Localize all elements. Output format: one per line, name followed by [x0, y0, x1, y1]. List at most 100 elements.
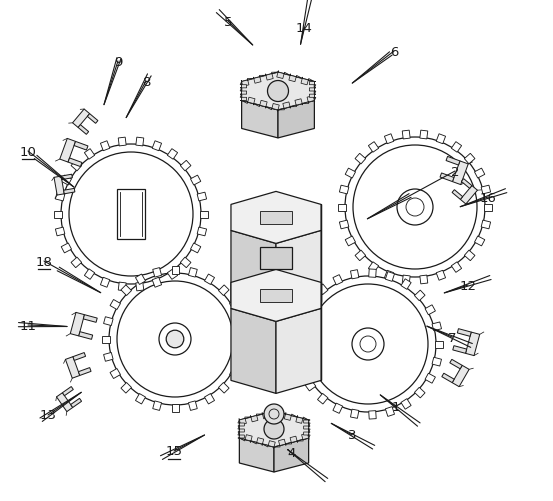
Text: 13: 13 — [39, 409, 56, 422]
Polygon shape — [340, 220, 349, 229]
Polygon shape — [290, 100, 302, 108]
Polygon shape — [239, 438, 274, 472]
Polygon shape — [70, 313, 85, 336]
Polygon shape — [293, 349, 302, 357]
Polygon shape — [54, 177, 64, 196]
Polygon shape — [218, 286, 229, 296]
Polygon shape — [333, 275, 343, 285]
Bar — [117, 189, 145, 239]
Polygon shape — [229, 300, 240, 310]
Text: 5: 5 — [224, 16, 232, 29]
Polygon shape — [197, 193, 207, 201]
Polygon shape — [84, 315, 97, 323]
Polygon shape — [71, 258, 82, 268]
Polygon shape — [61, 175, 72, 180]
Polygon shape — [85, 269, 95, 280]
Bar — [260, 247, 292, 270]
Polygon shape — [241, 79, 254, 87]
Polygon shape — [304, 432, 310, 438]
Polygon shape — [239, 417, 251, 425]
Polygon shape — [238, 426, 244, 432]
Polygon shape — [297, 433, 309, 441]
Polygon shape — [425, 305, 435, 315]
Polygon shape — [110, 300, 121, 310]
Text: 8: 8 — [142, 75, 150, 88]
Polygon shape — [205, 394, 215, 404]
Polygon shape — [351, 409, 359, 418]
Polygon shape — [253, 76, 266, 84]
Polygon shape — [402, 131, 410, 140]
Polygon shape — [317, 394, 328, 404]
Polygon shape — [229, 369, 240, 379]
Polygon shape — [260, 289, 291, 302]
Polygon shape — [251, 414, 263, 422]
Circle shape — [268, 81, 289, 102]
Polygon shape — [189, 401, 197, 411]
Text: 1: 1 — [392, 401, 400, 414]
Polygon shape — [190, 176, 201, 186]
Polygon shape — [466, 333, 479, 356]
Polygon shape — [121, 383, 132, 393]
Polygon shape — [136, 283, 144, 291]
Polygon shape — [168, 269, 178, 280]
Polygon shape — [266, 104, 279, 112]
Polygon shape — [435, 341, 443, 348]
Polygon shape — [351, 270, 359, 279]
Polygon shape — [242, 101, 278, 139]
Polygon shape — [231, 231, 276, 316]
Polygon shape — [180, 258, 191, 268]
Polygon shape — [345, 169, 356, 179]
Polygon shape — [420, 131, 428, 140]
Polygon shape — [242, 73, 314, 111]
Polygon shape — [101, 141, 110, 151]
Polygon shape — [251, 438, 264, 445]
Polygon shape — [355, 250, 366, 261]
Polygon shape — [355, 154, 366, 164]
Polygon shape — [121, 286, 132, 296]
Polygon shape — [333, 403, 343, 413]
Polygon shape — [168, 149, 178, 160]
Polygon shape — [384, 134, 394, 144]
Polygon shape — [56, 393, 73, 412]
Text: 14: 14 — [295, 22, 312, 35]
Polygon shape — [135, 275, 145, 285]
Polygon shape — [71, 398, 82, 408]
Polygon shape — [278, 101, 314, 139]
Polygon shape — [481, 186, 491, 194]
Text: 3: 3 — [348, 429, 356, 441]
Circle shape — [337, 130, 493, 286]
Polygon shape — [153, 401, 161, 411]
Polygon shape — [309, 95, 316, 101]
Text: 15: 15 — [165, 444, 182, 457]
Circle shape — [166, 331, 184, 348]
Polygon shape — [190, 243, 201, 254]
Polygon shape — [369, 270, 376, 278]
Polygon shape — [197, 227, 207, 236]
Polygon shape — [238, 432, 244, 438]
Polygon shape — [71, 161, 82, 171]
Polygon shape — [384, 271, 394, 281]
Polygon shape — [242, 98, 255, 106]
Text: 6: 6 — [390, 46, 398, 59]
Polygon shape — [317, 285, 328, 295]
Polygon shape — [239, 435, 252, 442]
Polygon shape — [74, 142, 88, 151]
Polygon shape — [442, 373, 454, 383]
Polygon shape — [231, 192, 321, 244]
Polygon shape — [289, 75, 302, 83]
Text: 4: 4 — [288, 446, 296, 459]
Polygon shape — [452, 366, 469, 387]
Polygon shape — [239, 411, 309, 447]
Polygon shape — [87, 114, 98, 124]
Text: 2: 2 — [451, 165, 459, 178]
Polygon shape — [340, 186, 349, 194]
Circle shape — [101, 266, 249, 413]
Circle shape — [264, 404, 284, 424]
Polygon shape — [293, 332, 302, 339]
Polygon shape — [368, 263, 379, 273]
Polygon shape — [452, 162, 468, 185]
Polygon shape — [231, 270, 321, 322]
Polygon shape — [218, 383, 229, 393]
Polygon shape — [484, 204, 492, 211]
Circle shape — [264, 419, 284, 439]
